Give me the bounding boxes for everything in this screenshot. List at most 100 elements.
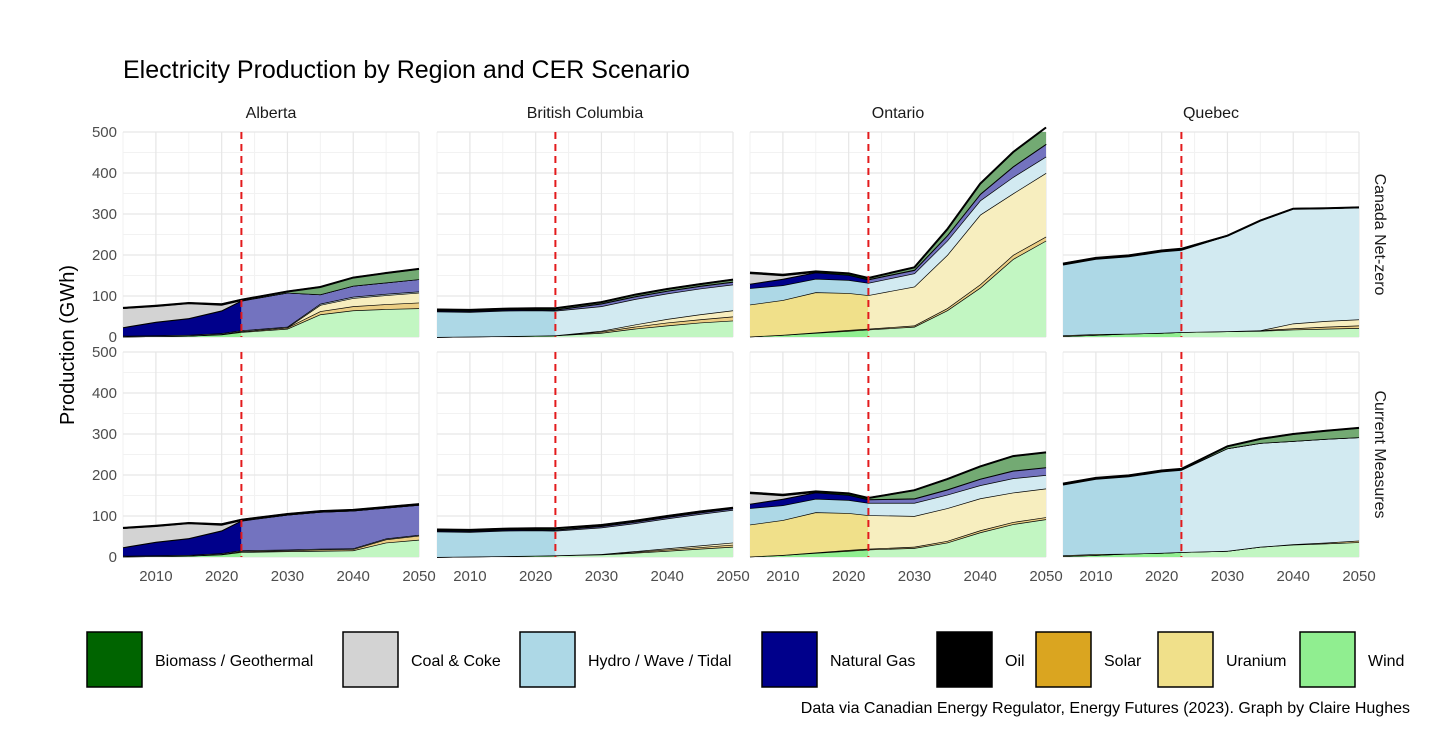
y-tick-label: 400 <box>92 165 117 182</box>
total-outline <box>1062 426 1360 485</box>
chart-title: Electricity Production by Region and CER… <box>123 56 690 84</box>
strip-label-ontario: Ontario <box>872 105 925 122</box>
strip-label-canada-net-zero: Canada Net-zero <box>1371 174 1388 296</box>
area-outline-hydro-wave-tidal <box>436 509 734 533</box>
y-tick-label: 300 <box>92 426 117 443</box>
total-outline <box>749 126 1047 280</box>
legend-item-biomass-geothermal: Biomass / Geothermal <box>86 631 313 688</box>
area-uranium-projected <box>868 173 1046 329</box>
legend-item-natural-gas: Natural Gas <box>761 631 915 688</box>
legend-key-natural-gas <box>761 631 818 688</box>
panel-british-columbia-current-measures: 2010 2020 2030 2040 2050 <box>436 351 750 585</box>
area-wind-historical <box>750 549 869 557</box>
x-tick-label: 2050 <box>402 568 435 585</box>
legend-label-solar: Solar <box>1104 653 1142 670</box>
legend-item-solar: Solar <box>1035 631 1142 688</box>
area-hydro-wave-tidal-projected <box>1181 437 1359 553</box>
x-tick-label: 2010 <box>766 568 799 585</box>
legend-key-solar <box>1035 631 1092 688</box>
area-uranium-projected <box>868 488 1046 549</box>
x-tick-label: 2030 <box>271 568 304 585</box>
chart-caption: Data via Canadian Energy Regulator, Ener… <box>801 700 1410 717</box>
panel-alberta-current-measures: 0 100 200 300 400 500 2010 2020 2030 2040 2050 <box>92 344 436 585</box>
strip-label-quebec: Quebec <box>1183 105 1239 122</box>
area-natural-gas-projected <box>868 467 1046 503</box>
legend-item-coal-coke: Coal & Coke <box>342 631 501 688</box>
y-tick-label: 500 <box>92 124 117 141</box>
panel-quebec-canada-net-zero: Quebec Canada Net-zero <box>1062 105 1388 338</box>
y-tick-label: 100 <box>92 288 117 305</box>
area-wind-projected <box>868 519 1046 557</box>
area-outline-uranium <box>749 172 1047 306</box>
y-tick-label: 200 <box>92 247 117 264</box>
y-tick-label: 100 <box>92 508 117 525</box>
area-hydro-wave-tidal-historical <box>437 530 556 557</box>
area-biomass-geothermal-projected <box>868 132 1046 280</box>
legend-key-biomass-geothermal <box>86 631 143 688</box>
total-outline <box>1062 206 1360 265</box>
area-hydro-wave-tidal-historical <box>437 310 556 337</box>
area-natural-gas-historical <box>123 520 242 556</box>
panel-quebec-current-measures: Current Measures 2010 2020 2030 2040 2050 <box>1062 351 1388 585</box>
x-tick-label: 2020 <box>205 568 238 585</box>
legend-label-biomass-geothermal: Biomass / Geothermal <box>155 653 313 670</box>
panel-british-columbia-canada-net-zero: British Columbia <box>436 105 734 338</box>
legend-label-wind: Wind <box>1368 653 1404 670</box>
area-natural-gas-projected <box>555 282 733 311</box>
area-hydro-wave-tidal-projected <box>555 284 733 336</box>
legend-label-hydro-wave-tidal: Hydro / Wave / Tidal <box>588 653 731 670</box>
area-wind-projected <box>1181 328 1359 337</box>
x-tick-label: 2050 <box>1029 568 1062 585</box>
area-natural-gas-projected <box>241 504 419 551</box>
x-tick-label: 2030 <box>585 568 618 585</box>
legend-item-hydro-wave-tidal: Hydro / Wave / Tidal <box>519 631 731 688</box>
legend-item-oil: Oil <box>936 631 1025 688</box>
legend-key-oil <box>936 631 993 688</box>
legend-label-oil: Oil <box>1005 653 1025 670</box>
panel-ontario-current-measures: 2010 2020 2030 2040 2050 <box>749 351 1063 585</box>
panel-alberta-canada-net-zero: Alberta 0 100 200 300 400 500 <box>92 105 420 346</box>
area-wind-projected <box>1181 542 1359 557</box>
legend-key-coal-coke <box>342 631 399 688</box>
x-tick-label: 2010 <box>453 568 486 585</box>
area-wind-projected <box>868 240 1046 337</box>
area-hydro-wave-tidal-projected <box>868 475 1046 516</box>
x-tick-label: 2040 <box>651 568 684 585</box>
x-tick-label: 2040 <box>337 568 370 585</box>
area-uranium-historical <box>750 512 869 557</box>
area-natural-gas-projected <box>241 279 419 331</box>
x-tick-label: 2050 <box>1342 568 1375 585</box>
legend-label-coal-coke: Coal & Coke <box>411 653 501 670</box>
area-hydro-wave-tidal-historical <box>750 498 869 525</box>
strip-label-current-measures: Current Measures <box>1371 390 1388 518</box>
area-hydro-wave-tidal-historical <box>750 278 869 305</box>
area-solar-projected <box>241 302 419 333</box>
x-tick-label: 2020 <box>1145 568 1178 585</box>
legend-key-wind <box>1299 631 1356 688</box>
x-tick-label: 2020 <box>519 568 552 585</box>
area-wind-projected <box>555 546 733 557</box>
x-tick-label: 2010 <box>139 568 172 585</box>
area-biomass-geothermal-projected <box>1181 427 1359 470</box>
strip-label-british-columbia: British Columbia <box>527 105 644 122</box>
x-tick-label: 2020 <box>832 568 865 585</box>
legend-item-uranium: Uranium <box>1157 631 1286 688</box>
y-tick-label: 300 <box>92 206 117 223</box>
y-tick-label: 0 <box>109 329 117 346</box>
legend: Biomass / Geothermal Coal & Coke Hydro / W… <box>86 631 1404 688</box>
area-hydro-wave-tidal-projected <box>868 156 1046 296</box>
legend-key-hydro-wave-tidal <box>519 631 576 688</box>
area-natural-gas-historical <box>123 300 242 336</box>
y-tick-label: 400 <box>92 385 117 402</box>
area-wind-projected <box>241 539 419 557</box>
x-tick-label: 2010 <box>1079 568 1112 585</box>
panels-layer: Alberta 0 100 200 300 400 500 British Columbia O… <box>92 105 1388 585</box>
area-solar-projected <box>1181 325 1359 333</box>
x-tick-label: 2030 <box>898 568 931 585</box>
legend-label-natural-gas: Natural Gas <box>830 653 915 670</box>
total-outline <box>749 451 1047 500</box>
x-tick-label: 2050 <box>716 568 749 585</box>
area-coal-coke-historical <box>750 492 869 504</box>
area-outline-uranium <box>122 292 420 338</box>
